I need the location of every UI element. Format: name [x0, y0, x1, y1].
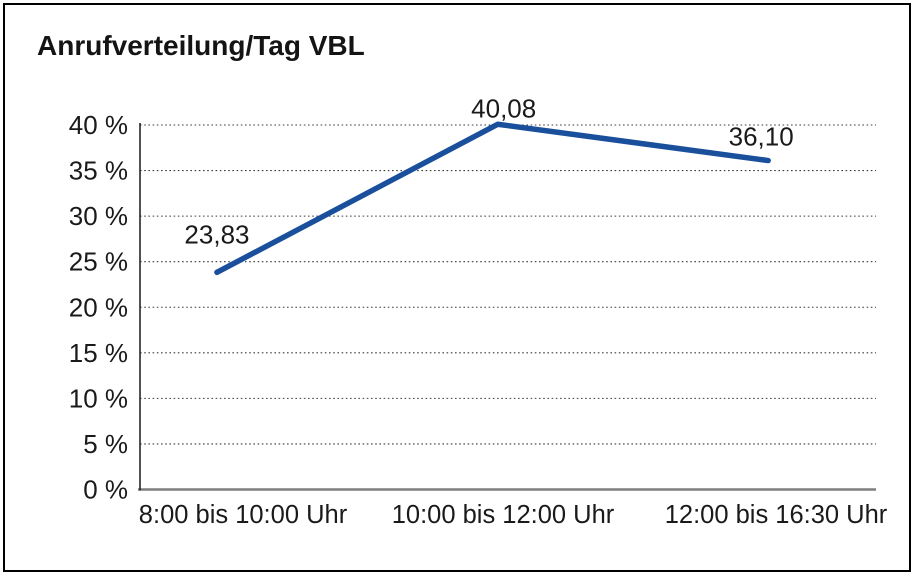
data-label: 36,10 [729, 122, 794, 152]
y-tick-label: 15 % [69, 338, 128, 368]
y-tick-label: 20 % [69, 292, 128, 322]
category-label: 10:00 bis 12:00 Uhr [392, 501, 615, 529]
y-tick-label: 30 % [69, 201, 128, 231]
category-label: 12:00 bis 16:30 Uhr [665, 501, 888, 529]
y-tick-label: 25 % [69, 247, 128, 277]
y-tick-label: 40 % [69, 110, 128, 140]
y-tick-label: 35 % [69, 156, 128, 186]
y-tick-label: 10 % [69, 383, 128, 413]
data-label: 40,08 [471, 93, 536, 123]
y-tick-label: 0 % [83, 475, 128, 505]
y-tick-label: 5 % [83, 429, 128, 459]
chart-title: Anrufverteilung/Tag VBL [37, 30, 365, 61]
series-line [214, 121, 771, 276]
data-label: 23,83 [184, 219, 249, 249]
category-label: 8:00 bis 10:00 Uhr [139, 501, 348, 529]
